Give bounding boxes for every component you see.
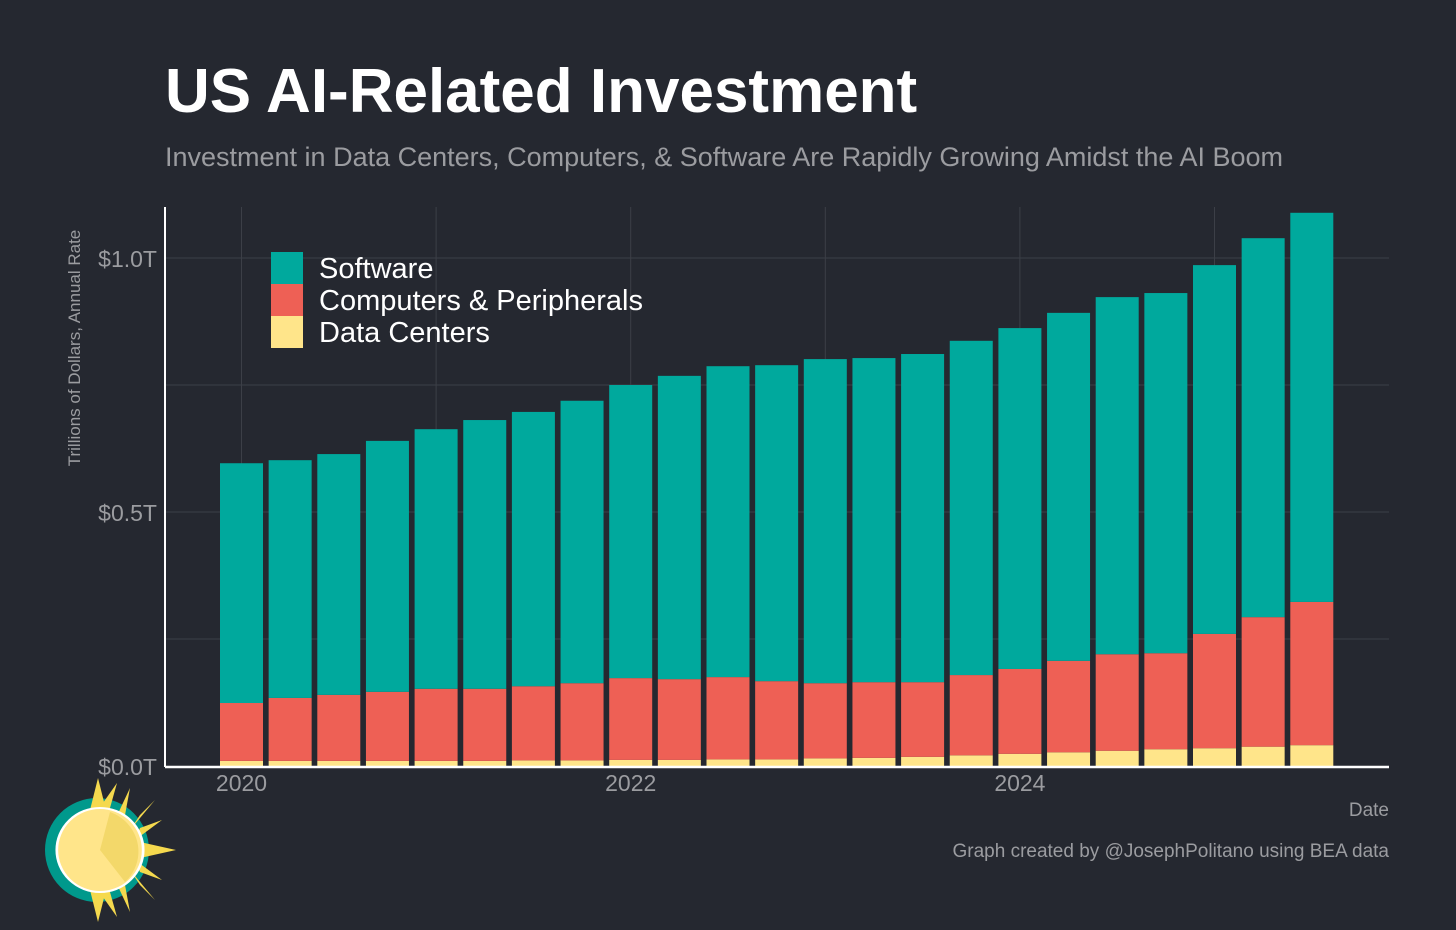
legend-swatch [271, 284, 303, 316]
bar-computers-peripherals-2025Q2 [1241, 617, 1285, 747]
bar-software-2020Q3 [317, 454, 361, 695]
bar-data-centers-2022Q2 [657, 759, 701, 766]
bar-software-2025Q3 [1290, 212, 1334, 602]
bars [220, 212, 1334, 766]
bar-data-centers-2021Q4 [560, 760, 604, 766]
x-axis-label: Date [1348, 800, 1389, 821]
bar-computers-peripherals-2021Q1 [414, 688, 458, 761]
bar-software-2020Q2 [268, 460, 312, 698]
bar-software-2020Q4 [365, 440, 409, 692]
bar-data-centers-2024Q2 [1047, 752, 1091, 766]
credit-text: Graph created by @JosephPolitano using B… [952, 841, 1389, 862]
bar-computers-peripherals-2021Q2 [463, 688, 507, 761]
bar-computers-peripherals-2022Q2 [657, 679, 701, 760]
bar-data-centers-2021Q3 [511, 760, 555, 766]
legend-label: Computers & Peripherals [319, 285, 643, 317]
bar-software-2025Q2 [1241, 238, 1285, 618]
legend-label: Data Centers [319, 317, 490, 349]
x-tick-label: 2022 [605, 770, 656, 796]
bar-data-centers-2023Q2 [852, 757, 896, 766]
bar-software-2021Q1 [414, 429, 458, 689]
bar-computers-peripherals-2022Q4 [755, 681, 799, 760]
bar-data-centers-2022Q1 [609, 759, 653, 766]
bar-software-2023Q4 [949, 340, 993, 676]
y-tick-label: $0.5T [98, 500, 157, 526]
bar-data-centers-2023Q3 [901, 756, 945, 766]
bar-software-2022Q4 [755, 365, 799, 682]
bar-data-centers-2023Q4 [949, 755, 993, 766]
bar-software-2021Q3 [511, 411, 555, 687]
bar-data-centers-2020Q1 [220, 760, 263, 766]
bar-data-centers-2025Q1 [1193, 748, 1236, 766]
bar-software-2022Q3 [706, 366, 750, 678]
bar-computers-peripherals-2020Q3 [317, 694, 361, 761]
bar-computers-peripherals-2024Q4 [1144, 653, 1188, 750]
bar-data-centers-2024Q1 [998, 753, 1042, 766]
legend-swatch [271, 252, 303, 284]
x-tick-label: 2020 [216, 770, 267, 796]
bar-computers-peripherals-2025Q3 [1290, 601, 1334, 746]
y-tick-label: $1.0T [98, 246, 157, 272]
bar-data-centers-2025Q2 [1241, 746, 1285, 766]
bar-data-centers-2025Q3 [1290, 745, 1334, 766]
bar-computers-peripherals-2024Q2 [1047, 660, 1091, 753]
bar-data-centers-2020Q3 [317, 760, 361, 766]
sun-logo-icon [45, 778, 176, 922]
y-tick-label: $0.0T [98, 754, 157, 780]
bar-computers-peripherals-2023Q3 [901, 682, 945, 757]
bar-software-2021Q2 [463, 420, 507, 689]
bar-software-2021Q4 [560, 400, 604, 684]
bar-software-2024Q1 [998, 328, 1042, 669]
bar-software-2020Q1 [220, 463, 263, 704]
bar-data-centers-2024Q3 [1095, 750, 1139, 766]
bar-software-2024Q4 [1144, 293, 1188, 654]
bar-data-centers-2020Q4 [365, 760, 409, 766]
bar-software-2025Q1 [1193, 265, 1236, 634]
bar-computers-peripherals-2023Q2 [852, 682, 896, 758]
bar-software-2022Q2 [657, 375, 701, 680]
bar-software-2023Q3 [901, 354, 945, 683]
x-tick-label: 2024 [994, 770, 1045, 796]
bar-software-2022Q1 [609, 385, 653, 679]
chart-subtitle: Investment in Data Centers, Computers, &… [165, 142, 1283, 172]
bar-software-2024Q3 [1095, 297, 1139, 655]
bar-computers-peripherals-2023Q4 [949, 675, 993, 756]
bar-software-2023Q2 [852, 358, 896, 683]
bar-computers-peripherals-2022Q1 [609, 678, 653, 760]
chart-title: US AI-Related Investment [165, 57, 918, 126]
bar-computers-peripherals-2025Q1 [1193, 633, 1236, 749]
bar-data-centers-2022Q4 [755, 759, 799, 766]
bar-data-centers-2020Q2 [268, 760, 312, 766]
bar-data-centers-2024Q4 [1144, 749, 1188, 766]
bar-data-centers-2022Q3 [706, 759, 750, 766]
bar-data-centers-2021Q2 [463, 760, 507, 766]
legend-swatch [271, 316, 303, 348]
bar-computers-peripherals-2020Q4 [365, 691, 409, 761]
bar-software-2023Q1 [803, 359, 847, 684]
bar-software-2024Q2 [1047, 312, 1091, 661]
bar-computers-peripherals-2022Q3 [706, 677, 750, 760]
legend-label: Software [319, 253, 433, 285]
bar-computers-peripherals-2023Q1 [803, 683, 847, 759]
bar-computers-peripherals-2020Q2 [268, 697, 312, 761]
bar-computers-peripherals-2024Q3 [1095, 654, 1139, 751]
bar-computers-peripherals-2021Q3 [511, 686, 555, 761]
axes: $0.0T $0.5T $1.0T 2020 2022 2024 [98, 207, 1389, 796]
bar-data-centers-2023Q1 [803, 758, 847, 766]
bar-computers-peripherals-2024Q1 [998, 668, 1042, 754]
bar-computers-peripherals-2021Q4 [560, 683, 604, 761]
bar-data-centers-2021Q1 [414, 760, 458, 766]
bar-computers-peripherals-2020Q1 [220, 703, 263, 761]
